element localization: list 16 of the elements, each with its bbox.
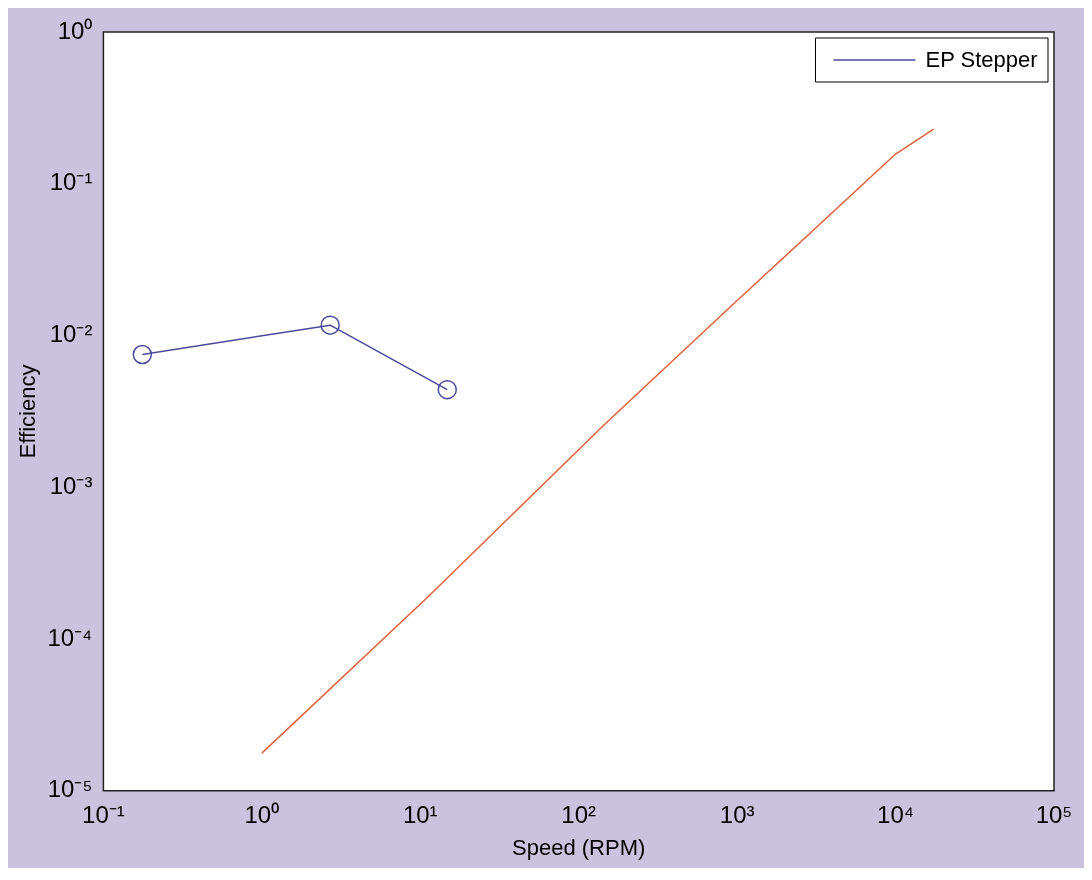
y-axis-title: Efficiency <box>15 364 41 459</box>
x-tick-label: 10⁻¹ <box>82 800 125 828</box>
y-tick-label: 10⁻² <box>49 320 93 348</box>
x-tick-label: 10² <box>561 800 597 828</box>
x-axis-title: Speed (RPM) <box>512 834 646 860</box>
y-tick-label: 10⁻³ <box>49 471 93 499</box>
x-tick-label: 10³ <box>719 800 755 828</box>
y-tick-label: 10⁰ <box>57 16 93 44</box>
x-tick-label: 10⁴ <box>877 800 915 828</box>
y-tick-label: 10⁻¹ <box>49 168 93 196</box>
x-tick-label: 10¹ <box>402 800 438 828</box>
y-tick-label: 10⁻⁴ <box>47 623 93 651</box>
x-tick-label: 10⁵ <box>1035 800 1073 828</box>
x-tick-label: 10⁰ <box>244 800 280 828</box>
y-tick-label: 10⁻⁵ <box>47 775 93 803</box>
legend-label: EP Stepper <box>925 47 1038 73</box>
